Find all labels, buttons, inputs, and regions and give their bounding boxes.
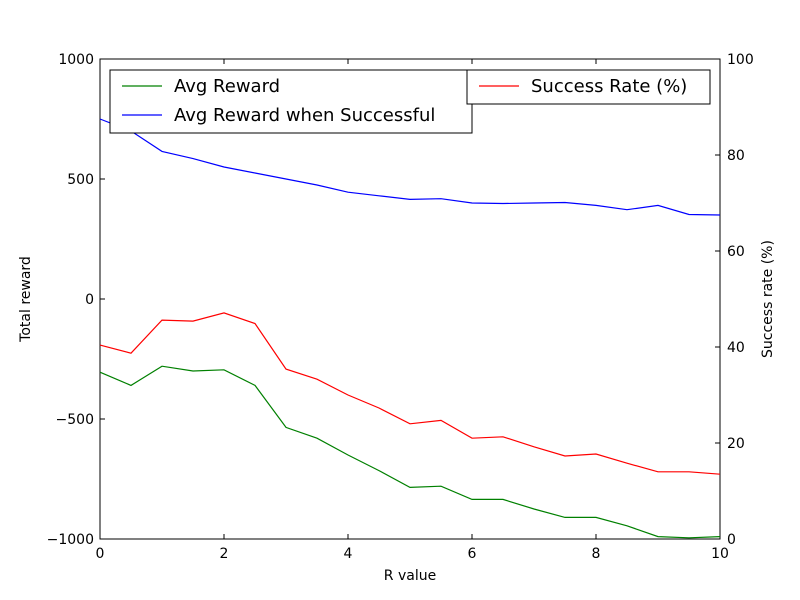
series-line-avg-reward [99,365,721,539]
legend-label: Avg Reward [174,76,280,97]
left-y-tick-label: 500 [67,172,94,188]
right-y-tick-label: 60 [727,244,745,260]
right-y-tick-label: 100 [727,52,754,68]
x-tick-label: 4 [344,546,353,562]
legend-label: Success Rate (%) [531,76,687,97]
left-y-tick-label: 1000 [58,52,94,68]
series-line-avg-reward-when-successful [99,118,721,216]
x-tick-label: 2 [220,546,229,562]
left-y-tick-label: −1000 [47,532,94,548]
right-y-axis-title: Success rate (%) [760,240,776,358]
series-layer [99,118,721,539]
right-y-tick-label: 40 [727,340,745,356]
legend-box [466,69,711,105]
right-y-tick-label: 0 [727,532,736,548]
left-y-axis-title: Total reward [18,256,34,343]
x-tick-label: 8 [592,546,601,562]
right-y-tick-label: 20 [727,436,745,452]
legend-box [109,69,473,134]
right-y-tick-label: 80 [727,148,745,164]
ticks-layer: 0 2 4 6 8 10 −1000 −500 0 500 1000 0 20 40 60 80 100 [47,52,754,562]
x-tick-label: 0 [96,546,105,562]
series-line-success-rate [99,312,721,475]
x-tick-label: 10 [711,546,729,562]
legend-label: Avg Reward when Successful [174,105,435,126]
x-tick-label: 6 [468,546,477,562]
plot-area [99,58,721,540]
legend-layer: Avg Reward Avg Reward when Successful Succ… [109,69,711,134]
left-y-tick-label: −500 [56,412,94,428]
x-axis-title: R value [384,568,436,584]
left-y-tick-label: 0 [85,292,94,308]
